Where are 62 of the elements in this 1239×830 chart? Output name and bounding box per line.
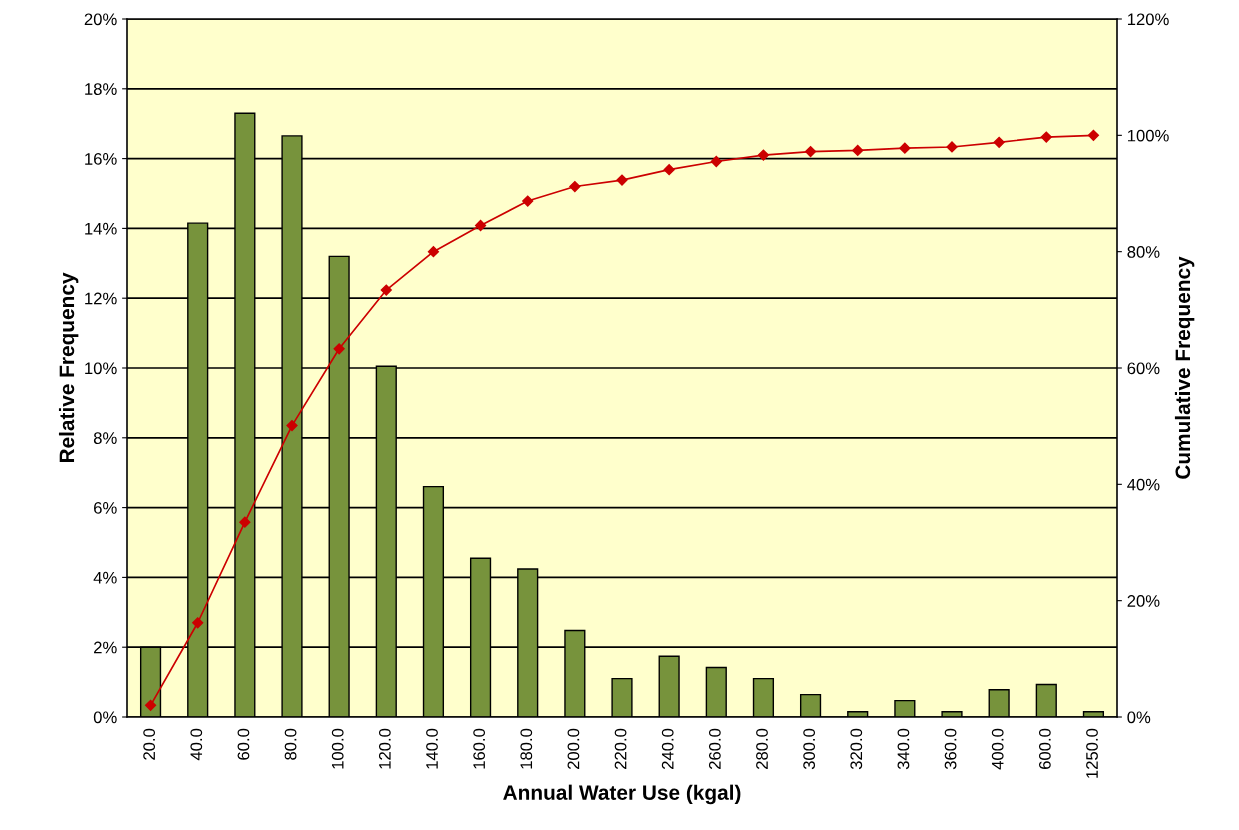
y2-axis-title: Cumulative Frequency — [1174, 256, 1195, 479]
x-tick-label: 320.0 — [850, 728, 863, 770]
x-tick-label: 1250.0 — [1086, 728, 1098, 778]
x-tick-label: 260.0 — [708, 728, 721, 769]
y-tick-label: 6% — [94, 502, 117, 514]
point — [616, 174, 628, 186]
point — [192, 617, 204, 629]
point — [663, 164, 675, 176]
point — [710, 155, 722, 168]
y-tick-label: 18% — [85, 83, 117, 95]
point — [993, 136, 1005, 148]
x-tick-label: 400.0 — [991, 728, 1004, 770]
x-tick-label: 40.0 — [190, 728, 203, 761]
y-axis-title: Relative Frequency — [58, 272, 79, 463]
y2-tick-label: 40% — [1127, 478, 1160, 491]
point — [144, 699, 157, 711]
x-tick-label: 300.0 — [803, 728, 816, 770]
y2-tick-label: 120% — [1127, 13, 1169, 26]
x-tick-label: 280.0 — [756, 728, 768, 769]
x-axis-title: Annual Water Use (kgal) — [503, 784, 741, 805]
x-tick-label: 20.0 — [143, 728, 156, 760]
x-tick-label: 220.0 — [614, 728, 627, 769]
point — [522, 195, 534, 207]
point — [474, 219, 487, 232]
point — [239, 516, 251, 528]
point — [1087, 129, 1100, 141]
y-tick-label: 10% — [85, 362, 117, 375]
y-tick-label: 16% — [85, 153, 117, 165]
point — [899, 142, 911, 154]
x-tick-label: 200.0 — [567, 728, 580, 769]
point — [569, 180, 581, 193]
x-tick-label: 360.0 — [944, 728, 957, 770]
x-tick-label: 120.0 — [378, 728, 391, 769]
x-tick-label: 340.0 — [897, 728, 910, 770]
y-tick-label: 20% — [84, 13, 117, 26]
point — [804, 146, 817, 158]
x-tick-label: 180.0 — [520, 728, 533, 769]
x-tick-label: 60.0 — [237, 728, 250, 760]
x-tick-label: 140.0 — [426, 728, 438, 769]
y-tick-label: 12% — [85, 292, 117, 305]
point — [1040, 131, 1052, 143]
point — [286, 419, 298, 432]
point — [427, 246, 440, 258]
y-tick-label: 8% — [93, 432, 117, 444]
x-tick-label: 100.0 — [331, 728, 344, 769]
y-tick-label: 0% — [93, 711, 117, 724]
y-tick-label: 14% — [85, 222, 117, 235]
y2-tick-label: 0% — [1127, 711, 1151, 724]
point — [333, 343, 345, 355]
x-tick-label: 80.0 — [284, 728, 297, 760]
y-tick-label: 2% — [94, 641, 117, 654]
x-tick-label: 600.0 — [1038, 728, 1051, 769]
x-tick-label: 160.0 — [473, 728, 486, 769]
point — [380, 284, 392, 296]
y2-tick-label: 80% — [1127, 246, 1160, 258]
y2-tick-label: 60% — [1127, 362, 1160, 375]
y2-tick-label: 20% — [1127, 595, 1160, 607]
y-tick-label: 4% — [93, 571, 117, 584]
point — [852, 144, 864, 157]
y2-tick-label: 100% — [1127, 129, 1169, 142]
x-tick-label: 240.0 — [661, 728, 674, 769]
point — [757, 149, 770, 161]
